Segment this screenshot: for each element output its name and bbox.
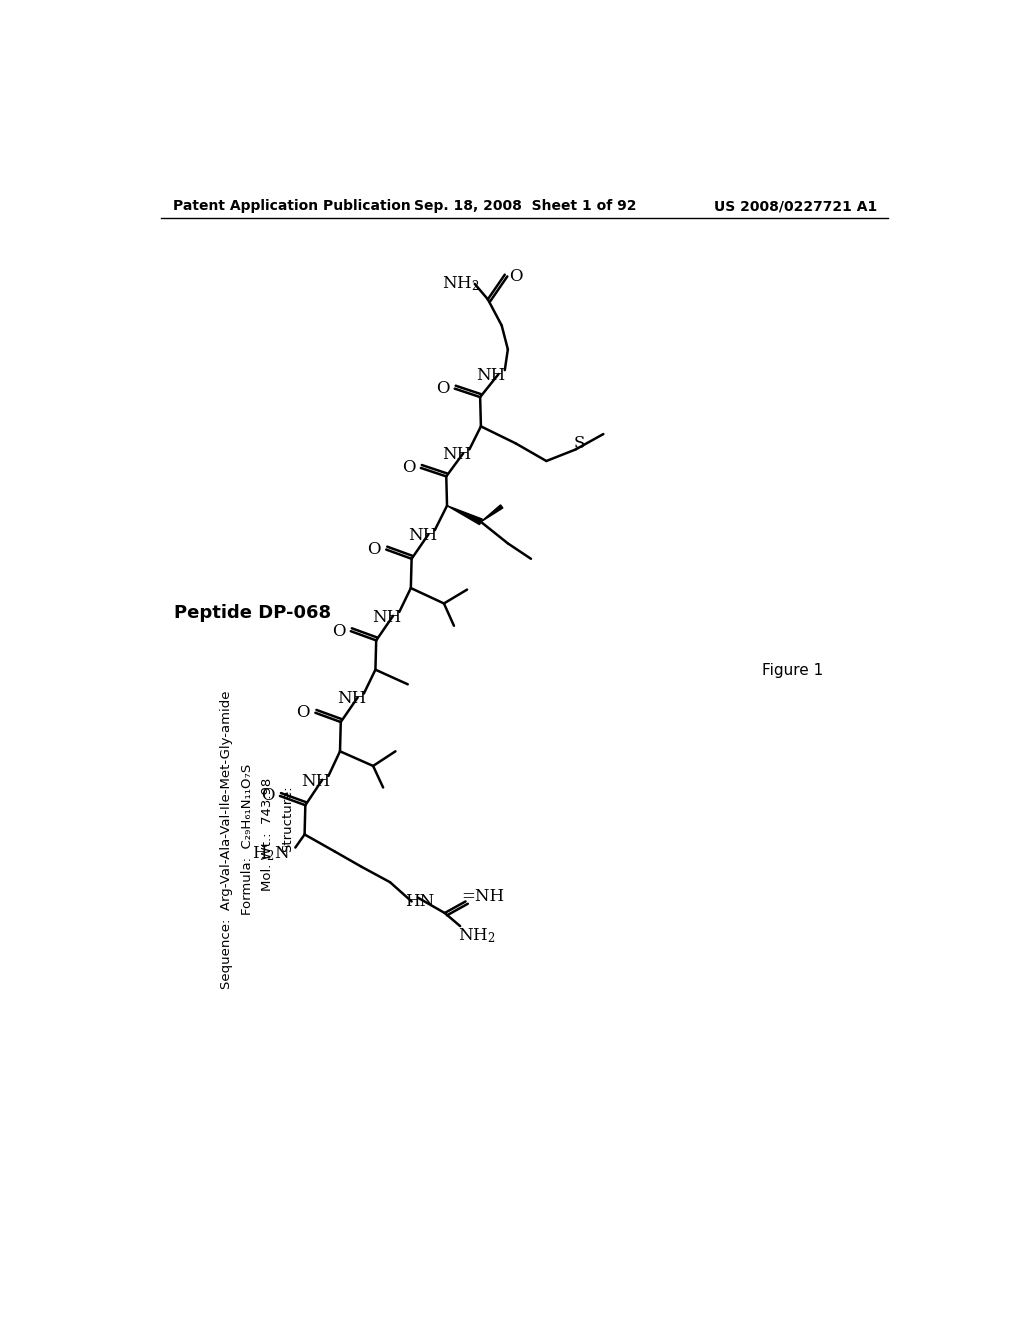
Text: O: O xyxy=(261,788,274,804)
Text: $\mathregular{NH_2}$: $\mathregular{NH_2}$ xyxy=(442,275,479,293)
Text: =NH: =NH xyxy=(461,887,504,904)
Text: NH: NH xyxy=(408,527,437,544)
Text: O: O xyxy=(332,623,345,640)
Text: O: O xyxy=(435,380,450,397)
Text: NH: NH xyxy=(337,690,367,708)
Text: Formula:  C₂₉H₆₁N₁₁O₇S: Formula: C₂₉H₆₁N₁₁O₇S xyxy=(241,764,254,916)
Text: Figure 1: Figure 1 xyxy=(762,663,823,678)
Text: O: O xyxy=(510,268,523,285)
Text: O: O xyxy=(296,705,310,721)
Text: Mol. Wt.:  743.98: Mol. Wt.: 743.98 xyxy=(261,777,274,891)
Text: NH: NH xyxy=(442,446,472,463)
Text: $\mathregular{H_2N}$: $\mathregular{H_2N}$ xyxy=(252,845,290,863)
Text: Sequence:  Arg-Val-Ala-Val-Ile-Met-Gly-amide: Sequence: Arg-Val-Ala-Val-Ile-Met-Gly-am… xyxy=(220,690,233,989)
Polygon shape xyxy=(447,506,482,524)
Text: S: S xyxy=(573,434,585,451)
Text: US 2008/0227721 A1: US 2008/0227721 A1 xyxy=(714,199,878,213)
Text: O: O xyxy=(368,541,381,558)
Text: NH: NH xyxy=(373,609,401,626)
Text: Peptide DP-068: Peptide DP-068 xyxy=(174,603,332,622)
Text: Patent Application Publication: Patent Application Publication xyxy=(173,199,411,213)
Polygon shape xyxy=(481,504,503,521)
Text: HN: HN xyxy=(404,892,434,909)
Text: NH: NH xyxy=(301,772,331,789)
Text: Sep. 18, 2008  Sheet 1 of 92: Sep. 18, 2008 Sheet 1 of 92 xyxy=(414,199,636,213)
Text: Structure:: Structure: xyxy=(282,785,294,853)
Text: NH: NH xyxy=(476,367,506,384)
Text: O: O xyxy=(401,459,416,477)
Text: $\mathregular{NH_2}$: $\mathregular{NH_2}$ xyxy=(459,927,496,945)
